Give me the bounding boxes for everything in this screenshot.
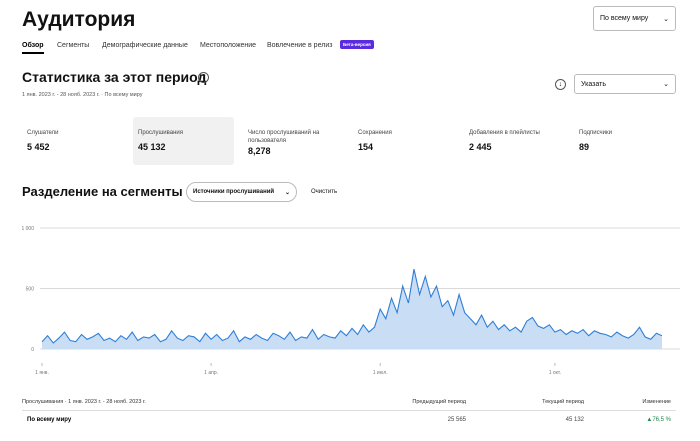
table-cell: ▲76,5 %: [646, 417, 671, 423]
segment-filter-text: Источники прослушиваний: [193, 189, 275, 195]
table-header: Изменение: [642, 399, 671, 405]
tab[interactable]: Местоположение: [200, 42, 257, 49]
region-select[interactable]: По всему миру ⌄: [593, 6, 676, 31]
stat-value: 45 132: [138, 142, 166, 152]
stat-label: Слушатели: [27, 130, 59, 136]
period-subtitle: 1 янв. 2023 г. - 28 нояб. 2023 г. · По в…: [22, 92, 143, 98]
tab[interactable]: Вовлечение в релиз: [267, 42, 333, 49]
x-tick-label: 1 окт.: [549, 370, 561, 376]
table-cell: По всему миру: [27, 417, 72, 423]
segments-title: Разделение на сегменты: [22, 184, 183, 199]
stat-value: 154: [358, 142, 374, 152]
stat-label: Подписчики: [579, 130, 613, 136]
table-header: Прослушивания · 1 янв. 2023 г. - 28 нояб…: [22, 399, 146, 405]
x-tick-label: 1 июл.: [373, 370, 388, 376]
y-tick-label: 0: [31, 347, 34, 353]
page-title: Аудитория: [22, 8, 136, 31]
y-tick-label: 500: [26, 287, 35, 293]
table-header: Текущий период: [542, 399, 584, 405]
chevron: ⌄: [284, 189, 290, 196]
chevron: ⌄: [663, 81, 669, 88]
stat-highlight: [133, 117, 234, 165]
clear-button[interactable]: Очистить: [311, 189, 338, 195]
stat-value: 89: [579, 142, 590, 152]
tab[interactable]: Демографические данные: [102, 42, 188, 49]
section-title: Статистика за этот период: [22, 69, 207, 85]
y-tick-label: 1 000: [21, 226, 34, 232]
chevron: ⌄: [663, 15, 669, 23]
download-icon[interactable]: ↓: [555, 79, 566, 90]
stat-value: 8,278: [248, 146, 271, 156]
beta-badge: Бета-версия: [340, 40, 374, 49]
stat-label: Добавления в плейлисты: [469, 130, 540, 136]
table-divider: [22, 410, 676, 411]
stat-value: 2 445: [469, 142, 492, 152]
table-header: Предыдущий период: [412, 399, 466, 405]
period-select-text: Указать: [581, 80, 606, 88]
chart: 0 500 1 000 1 янв. 1 апр. 1 июл. 1 окт.: [21, 226, 680, 376]
stat-label: Число прослушиваний на пользователя: [248, 130, 320, 144]
table-cell: 25 565: [447, 417, 466, 423]
tab[interactable]: Сегменты: [57, 42, 90, 49]
period-select[interactable]: Указать ⌄: [574, 74, 676, 94]
stat-label: Сохранения: [358, 130, 392, 136]
tab[interactable]: Обзор: [22, 42, 44, 54]
stat-value: 5 452: [27, 142, 50, 152]
x-tick-label: 1 апр.: [204, 370, 218, 376]
table-cell: 45 132: [565, 417, 584, 423]
x-tick-label: 1 янв.: [35, 370, 49, 376]
stat-label: Прослушивания: [138, 130, 184, 136]
line: [41, 268, 663, 344]
region-select-text: По всему миру: [600, 15, 649, 22]
help-icon[interactable]: ?: [198, 72, 209, 83]
area: [42, 269, 662, 349]
segment-filter[interactable]: Источники прослушиваний ⌄: [186, 182, 297, 202]
